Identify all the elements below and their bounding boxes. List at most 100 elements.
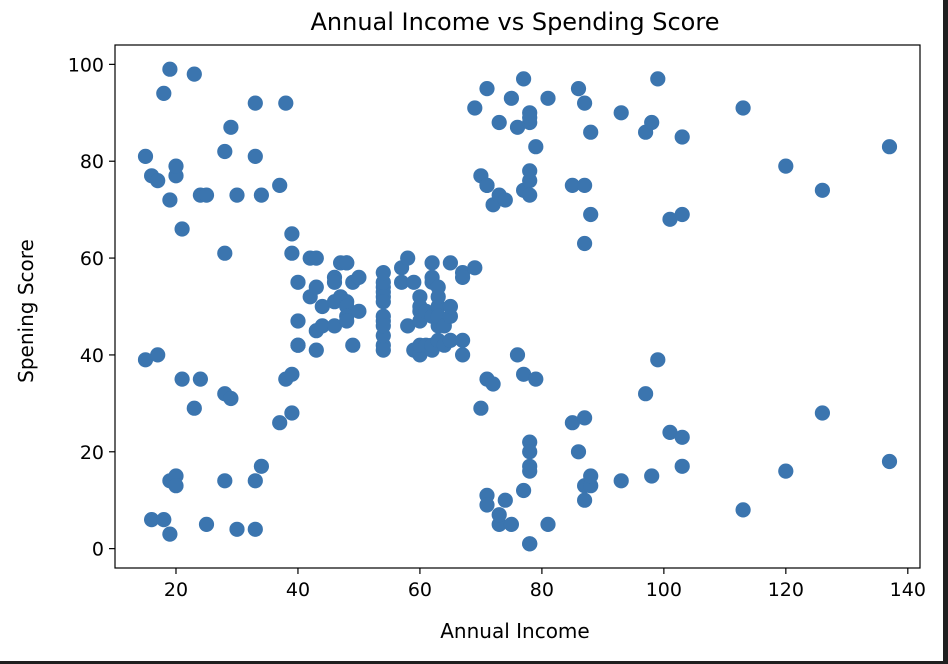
y-tick-label: 100 [68, 54, 104, 76]
data-point [253, 187, 269, 203]
data-point [497, 492, 513, 508]
data-point [223, 119, 239, 135]
data-point [375, 318, 391, 334]
data-point [290, 313, 306, 329]
data-point [497, 192, 513, 208]
data-point [406, 274, 422, 290]
data-point [522, 110, 538, 126]
data-point [442, 255, 458, 271]
data-point [375, 342, 391, 358]
x-tick-label: 40 [286, 579, 310, 601]
y-tick-label: 20 [80, 442, 104, 464]
data-point [174, 221, 190, 237]
data-point [455, 332, 471, 348]
data-point [400, 250, 416, 266]
x-tick-label: 80 [530, 579, 554, 601]
data-point [217, 245, 233, 261]
y-axis-label: Spening Score [14, 239, 38, 383]
data-point [345, 337, 361, 353]
data-point [516, 366, 532, 382]
data-point [150, 347, 166, 363]
data-point [284, 245, 300, 261]
data-point [491, 507, 507, 523]
data-point [479, 81, 495, 97]
data-point [674, 458, 690, 474]
data-point [522, 463, 538, 479]
data-point [375, 265, 391, 281]
x-axis-label: Annual Income [440, 619, 589, 643]
data-point [638, 386, 654, 402]
data-point [314, 298, 330, 315]
data-point [351, 269, 367, 285]
data-point [198, 516, 215, 533]
data-point [577, 410, 593, 426]
data-point [430, 279, 446, 295]
data-point [308, 279, 324, 295]
data-point [400, 318, 416, 334]
data-point [455, 269, 471, 285]
data-point [162, 526, 178, 542]
data-point [442, 332, 458, 348]
data-point [375, 294, 391, 310]
data-point [278, 95, 294, 111]
data-point [583, 468, 599, 484]
data-point [339, 313, 355, 329]
data-point [217, 473, 233, 489]
data-point [473, 400, 489, 416]
data-point [455, 347, 471, 363]
data-point [272, 415, 288, 431]
chart-title: Annual Income vs Spending Score [311, 8, 720, 36]
data-point [644, 114, 660, 131]
data-point [137, 352, 154, 368]
data-point [247, 148, 263, 164]
x-axis-ticks: 20 40 60 80 100 120 140 [164, 568, 926, 601]
y-tick-label: 0 [92, 539, 104, 561]
data-point [613, 473, 629, 489]
data-point [881, 453, 898, 470]
x-tick-label: 140 [890, 579, 926, 601]
x-tick-label: 120 [768, 579, 804, 601]
x-tick-label: 60 [408, 579, 432, 601]
data-point [162, 192, 178, 208]
data-point [735, 502, 751, 518]
data-point [662, 424, 678, 440]
data-point [144, 511, 160, 528]
data-point [577, 95, 593, 111]
data-point [503, 90, 519, 106]
data-point [198, 187, 215, 203]
data-point [326, 318, 343, 334]
data-point [162, 61, 178, 77]
data-point [778, 463, 794, 479]
data-point [168, 158, 184, 174]
data-point [479, 177, 495, 193]
data-point [247, 521, 263, 537]
data-point [491, 114, 507, 131]
data-point [308, 250, 324, 266]
data-point [516, 482, 532, 499]
data-point [326, 274, 343, 290]
data-point [485, 376, 501, 392]
data-point [339, 255, 355, 271]
data-point [881, 139, 898, 155]
data-point [247, 473, 263, 489]
data-point [570, 444, 587, 460]
data-point [168, 478, 184, 494]
data-point [509, 119, 526, 135]
y-tick-label: 40 [80, 345, 104, 367]
data-point [229, 521, 245, 537]
y-tick-label: 60 [80, 248, 104, 270]
data-point [272, 177, 288, 193]
data-point [522, 444, 538, 460]
data-point [192, 371, 208, 387]
plot-frame [114, 44, 921, 569]
data-point [814, 405, 831, 421]
data-point [577, 177, 593, 193]
data-point [644, 468, 660, 484]
y-tick-label: 80 [80, 151, 104, 173]
data-point [424, 255, 440, 271]
data-point [509, 347, 526, 363]
data-point [503, 516, 519, 533]
data-point [528, 139, 544, 155]
data-point [137, 148, 154, 164]
